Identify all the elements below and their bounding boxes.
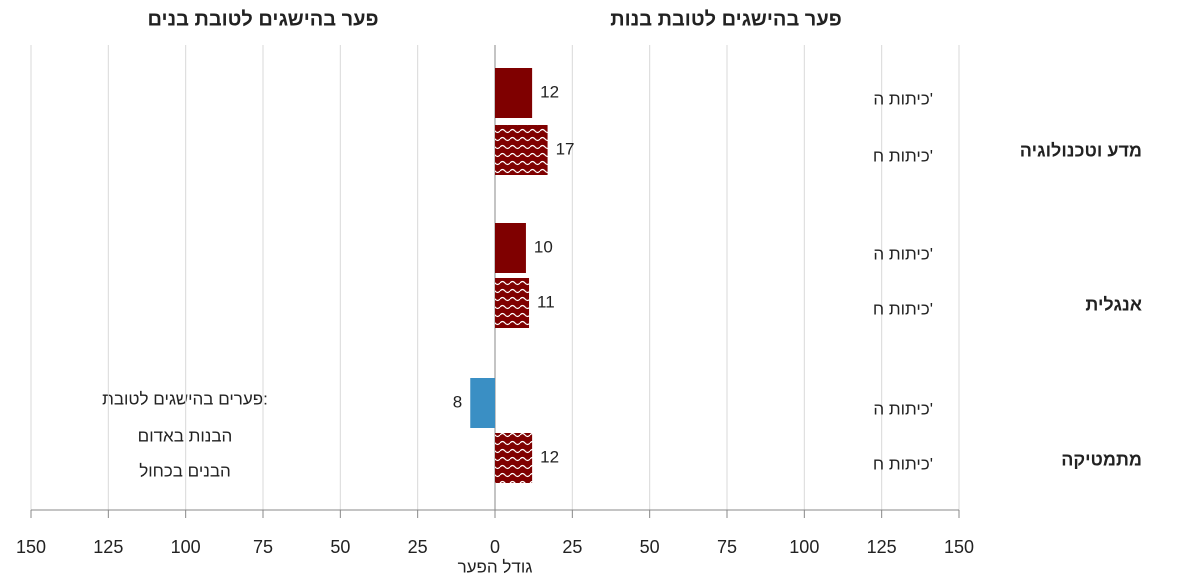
category-label: כיתות ה' bbox=[873, 399, 933, 418]
value-label: 12 bbox=[540, 82, 559, 101]
x-tick-label: 150 bbox=[16, 537, 46, 557]
negative-title: פער בהישגים לטובת בנים bbox=[147, 8, 378, 30]
value-label: 17 bbox=[556, 139, 575, 158]
category-label: כיתות ח' bbox=[873, 299, 933, 318]
x-tick-label: 125 bbox=[93, 537, 123, 557]
x-tick-label: 75 bbox=[717, 537, 737, 557]
value-label: 8 bbox=[453, 392, 462, 411]
category-label: כיתות ה' bbox=[873, 244, 933, 263]
positive-title: פער בהישגים לטובת בנות bbox=[610, 8, 841, 30]
bar bbox=[495, 68, 533, 118]
category-label: כיתות ח' bbox=[873, 146, 933, 165]
category-label: כיתות ה' bbox=[873, 89, 933, 108]
bar bbox=[495, 433, 533, 483]
value-label: 12 bbox=[540, 447, 559, 466]
x-tick-label: 50 bbox=[640, 537, 660, 557]
note-girls: הבנות באדום bbox=[138, 426, 233, 445]
group-label: מדע וטכנולוגיה bbox=[1020, 140, 1142, 160]
group-label: אנגלית bbox=[1085, 294, 1142, 314]
bar bbox=[495, 278, 530, 328]
bar bbox=[495, 125, 548, 175]
group-label: מתמטיקה bbox=[1061, 449, 1142, 469]
value-label: 10 bbox=[534, 237, 553, 256]
x-tick-label: 25 bbox=[562, 537, 582, 557]
note-title: פערים בהישגים לטובת: bbox=[102, 389, 268, 408]
x-axis-label: גודל הפער bbox=[458, 557, 533, 576]
x-tick-label: 100 bbox=[789, 537, 819, 557]
note-boys: הבנים בכחול bbox=[139, 461, 231, 480]
x-tick-label: 150 bbox=[944, 537, 974, 557]
category-label: כיתות ח' bbox=[873, 454, 933, 473]
x-tick-label: 25 bbox=[408, 537, 428, 557]
x-tick-label: 100 bbox=[171, 537, 201, 557]
value-label: 11 bbox=[537, 292, 555, 311]
x-tick-label: 75 bbox=[253, 537, 273, 557]
bar bbox=[495, 223, 526, 273]
x-tick-label: 50 bbox=[330, 537, 350, 557]
bar bbox=[470, 378, 495, 428]
x-tick-label: 0 bbox=[490, 537, 500, 557]
x-tick-label: 125 bbox=[867, 537, 897, 557]
